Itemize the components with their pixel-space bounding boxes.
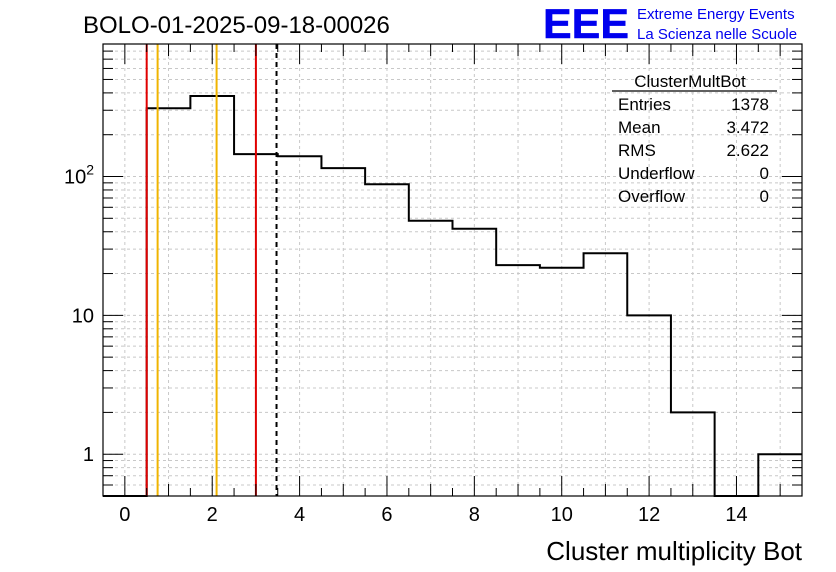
x-tick-label: 14 — [725, 504, 747, 526]
stats-value-entries: 1378 — [731, 95, 769, 114]
stats-label-underflow: Underflow — [618, 164, 695, 183]
stats-value-mean: 3.472 — [726, 118, 769, 137]
x-tick-label: 0 — [119, 504, 130, 526]
x-tick-labels: 0 2 4 6 8 10 12 14 — [119, 504, 747, 526]
logo-letters: EEE — [543, 0, 629, 47]
stats-value-underflow: 0 — [760, 164, 769, 183]
x-tick-label: 6 — [381, 504, 392, 526]
histogram-bars — [103, 94, 802, 497]
stats-value-overflow: 0 — [760, 187, 769, 206]
x-tick-label: 8 — [469, 504, 480, 526]
y-tick-label: 1 — [83, 444, 94, 466]
y-tick-label: 10 — [72, 305, 94, 327]
x-tick-label: 12 — [638, 504, 660, 526]
stats-label-overflow: Overflow — [618, 187, 686, 206]
axis-ticks — [102, 43, 803, 497]
run-title: BOLO-01-2025-09-18-00026 — [83, 12, 390, 39]
stats-label-entries: Entries — [618, 95, 671, 114]
stats-label-mean: Mean — [618, 118, 661, 137]
plot-frame — [102, 43, 803, 497]
x-tick-label: 2 — [207, 504, 218, 526]
logo-line1: Extreme Energy Events — [637, 6, 795, 23]
marker-lines — [145, 44, 278, 496]
grid-lines — [103, 43, 802, 497]
x-tick-label: 10 — [551, 504, 573, 526]
stats-box: ClusterMultBot Entries 1378 Mean 3.472 R… — [612, 72, 777, 206]
y-tick-labels: 1 10 102 — [64, 161, 94, 466]
stats-value-rms: 2.622 — [726, 141, 769, 160]
logo-line2: La Scienza nelle Scuole — [637, 26, 797, 43]
histogram-outline — [103, 94, 802, 497]
x-tick-label: 4 — [294, 504, 305, 526]
eee-logo: EEE Extreme Energy Events La Scienza nel… — [543, 0, 797, 47]
y-tick-label: 102 — [64, 161, 94, 188]
stats-title: ClusterMultBot — [634, 72, 746, 91]
x-axis-title: Cluster multiplicity Bot — [546, 536, 803, 566]
stats-label-rms: RMS — [618, 141, 656, 160]
